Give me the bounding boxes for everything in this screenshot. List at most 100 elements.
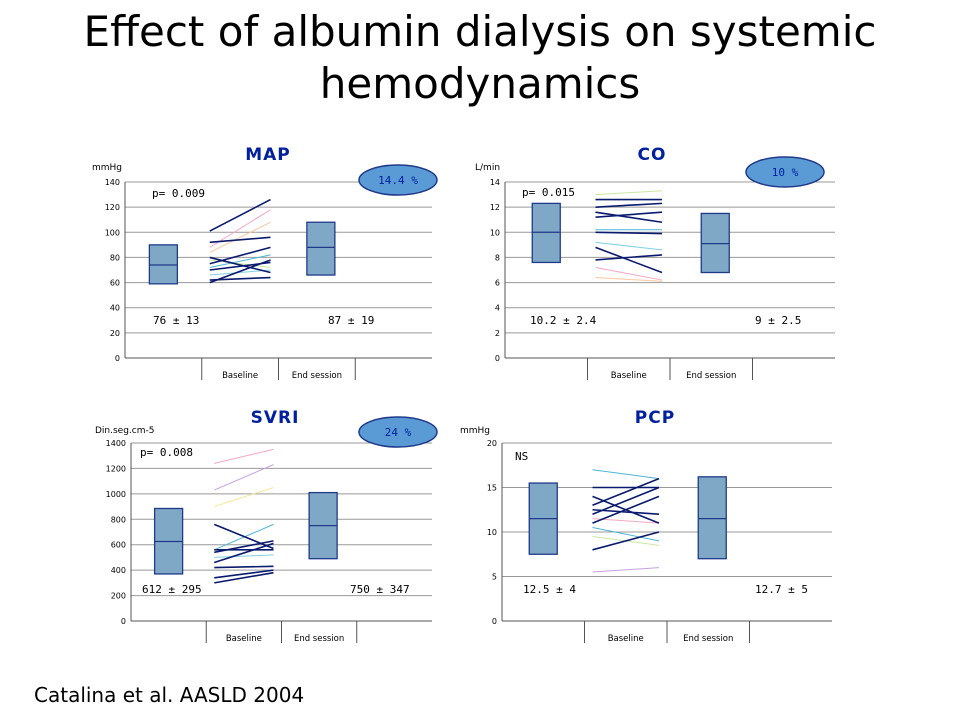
co-patient-line [595,211,663,218]
svri-patient-line [214,542,274,564]
map-change-bubble [358,164,438,196]
svri-patient-line [214,571,274,584]
citation: Catalina et al. AASLD 2004 [34,683,305,707]
svri-ytick-label: 1400 [106,439,126,448]
co-ylabel: L/min [475,163,500,173]
co-ytick-label: 8 [495,253,500,262]
svri-change-bubble [358,416,438,448]
svri-ytick-label: 200 [111,592,126,601]
svri-patient-line [214,554,274,558]
pcp-patient-line [592,508,660,515]
svri-pvalue: p= 0.008 [140,446,193,459]
map-chart-title: MAP [245,145,291,165]
svri-stat-right: 750 ± 347 [350,583,410,596]
svri-stat-left: 612 ± 295 [142,583,202,596]
co-ytick-label: 6 [495,279,500,288]
co-patient-line [595,254,663,261]
co-pvalue: p= 0.015 [522,186,575,199]
co-category-label: Baseline [611,371,647,381]
svri-patient-line [214,464,274,491]
svri-ytick-label: 1200 [106,464,126,473]
map-ytick-label: 20 [110,329,120,338]
map-patient-line [209,246,271,265]
map-patient-line [209,221,271,253]
map-ytick-label: 0 [115,354,120,363]
slide-title-line1: Effect of albumin dialysis on systemic [83,7,877,56]
map-ytick-label: 140 [105,178,120,187]
svri-patient-line [214,565,274,569]
pcp-patient-line [592,567,660,573]
map-patient-line [209,259,271,284]
co-stat-right: 9 ± 2.5 [755,314,801,327]
pcp-box-right [697,476,727,560]
svri-patient-line [214,569,274,579]
co-stat-left: 10.2 ± 2.4 [530,314,597,327]
map-ytick-label: 120 [105,203,120,212]
pcp-patient-line [592,469,660,480]
co-ytick-label: 14 [490,178,500,187]
map-ylabel: mmHg [92,163,122,173]
svri-chart-title: SVRI [251,408,300,428]
pcp-ytick-label: 20 [487,439,497,448]
map-ytick-label: 60 [110,279,120,288]
svri-change-label: 24 % [385,426,412,439]
svri-patient-line [214,448,274,464]
map-stat-left: 76 ± 13 [153,314,199,327]
co-ytick-label: 2 [495,329,500,338]
co-patient-line [595,241,663,251]
svri-patient-line [213,523,274,550]
map-patient-line [209,256,271,274]
map-stat-right: 87 ± 19 [328,314,374,327]
svri-ytick-label: 400 [111,566,126,575]
co-patient-line [595,202,663,208]
co-patient-line [595,211,663,224]
co-ytick-label: 10 [490,228,500,237]
svri-patient-line [214,487,274,508]
svri-category-label: Baseline [226,634,262,644]
map-box-right [306,221,336,276]
svri-ytick-label: 600 [111,541,126,550]
slide-title: Effect of albumin dialysis on systemic h… [0,6,960,110]
map-category-label: Baseline [222,371,258,381]
pcp-ytick-label: 5 [492,573,497,582]
co-patient-line [595,231,663,235]
pcp-category-label: Baseline [608,634,644,644]
co-change-label: 10 % [772,166,799,179]
co-patient-line [595,277,663,282]
map-change-label: 14.4 % [378,174,418,187]
pcp-patient-line [592,495,660,524]
svri-ylabel: Din.seg.cm-5 [95,426,154,436]
pcp-ytick-label: 15 [487,484,497,493]
svri-ytick-label: 1000 [106,490,126,499]
pcp-ytick-label: 0 [492,617,497,626]
pcp-stat-right: 12.7 ± 5 [755,583,808,596]
co-patient-line [595,266,663,281]
svri-ytick-label: 0 [121,617,126,626]
map-patient-line [209,236,271,244]
map-patient-line [209,254,271,268]
co-patient-line [595,190,663,196]
co-ytick-label: 12 [490,203,500,212]
co-patient-line [595,246,663,274]
co-category-label: End session [686,371,736,381]
pcp-pvalue: NS [515,450,528,463]
pcp-category-label: End session [683,634,733,644]
map-pvalue: p= 0.009 [152,187,205,200]
pcp-stat-left: 12.5 ± 4 [523,583,576,596]
co-ytick-label: 0 [495,354,500,363]
co-chart-title: CO [638,145,667,165]
pcp-ylabel: mmHg [460,426,490,436]
slide-title-line2: hemodynamics [319,59,641,108]
map-ytick-label: 80 [110,253,120,262]
pcp-chart-title: PCP [635,408,675,428]
co-change-bubble [745,156,825,188]
map-patient-line [209,198,271,232]
pcp-patient-line [592,531,660,551]
svri-patient-line [214,540,274,554]
map-ytick-label: 100 [105,228,120,237]
svri-ytick-label: 800 [111,515,126,524]
map-ytick-label: 40 [110,304,120,313]
map-patient-line [209,269,271,276]
svri-category-label: End session [294,634,344,644]
